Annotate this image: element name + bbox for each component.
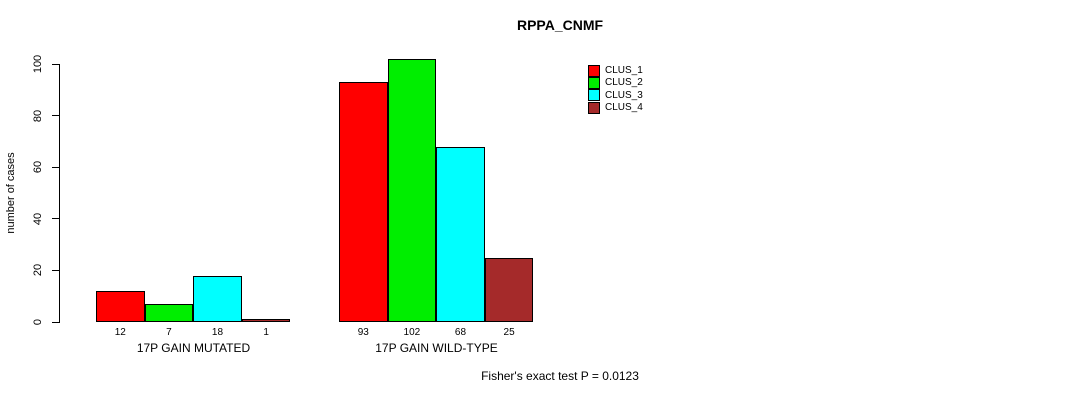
bar-value-clus_2-group1: 7 [166, 327, 172, 338]
y-tick-label-40: 40 [32, 212, 44, 225]
bar-clus_1-group2 [339, 82, 388, 322]
legend-item-clus_2: CLUS_2 [588, 76, 643, 89]
bar-value-clus_1-group2: 93 [357, 327, 369, 338]
legend-item-clus_4: CLUS_4 [588, 101, 643, 114]
y-tick-mark-20 [52, 269, 59, 271]
bar-value-clus_1-group1: 12 [114, 327, 126, 338]
legend-label-clus_1: CLUS_1 [605, 65, 643, 76]
bar-clus_2-group1 [144, 303, 194, 322]
y-tick-mark-0 [52, 321, 59, 323]
y-tick-mark-100 [52, 63, 59, 65]
y-tick-mark-80 [52, 115, 59, 117]
bar-clus_4-group2 [484, 257, 534, 322]
chart-title: RPPA_CNMF [516, 17, 604, 33]
legend-swatch-clus_4 [588, 101, 600, 114]
group-label-mutated: 17P GAIN MUTATED [136, 341, 251, 355]
legend-item-clus_3: CLUS_3 [588, 89, 643, 102]
bar-value-clus_4-group1: 1 [263, 327, 269, 338]
bar-clus_3-group2 [436, 146, 485, 322]
legend-label-clus_4: CLUS_4 [605, 102, 643, 114]
bar-clus_1-group1 [96, 291, 145, 322]
y-tick-label-20: 20 [32, 264, 44, 277]
bar-value-clus_3-group1: 18 [211, 327, 224, 338]
bar-clus_4-group1 [241, 319, 291, 322]
y-tick-label-80: 80 [32, 109, 44, 122]
y-tick-mark-60 [52, 166, 59, 168]
bar-clus_2-group2 [387, 58, 437, 322]
legend-label-clus_3: CLUS_3 [605, 89, 643, 101]
bar-value-clus_2-group2: 102 [403, 327, 421, 338]
legend-item-clus_1: CLUS_1 [588, 64, 643, 77]
bar-clus_3-group1 [193, 275, 242, 322]
y-axis-label: number of cases [5, 152, 17, 234]
y-tick-label-100: 100 [32, 54, 44, 74]
legend-label-clus_2: CLUS_2 [605, 77, 643, 89]
legend-swatch-clus_3 [588, 89, 600, 102]
legend-swatch-clus_2 [588, 76, 600, 89]
bar-value-clus_4-group2: 25 [503, 327, 515, 338]
y-axis-line [59, 64, 60, 323]
group-label-wild-type: 17P GAIN WILD-TYPE [375, 341, 498, 355]
y-tick-label-60: 60 [32, 161, 44, 174]
y-tick-mark-40 [52, 218, 59, 220]
bar-value-clus_3-group2: 68 [454, 327, 467, 338]
legend-swatch-clus_1 [588, 64, 600, 77]
y-tick-label-0: 0 [32, 318, 44, 326]
fisher-test-note: Fisher's exact test P = 0.0123 [481, 369, 639, 383]
